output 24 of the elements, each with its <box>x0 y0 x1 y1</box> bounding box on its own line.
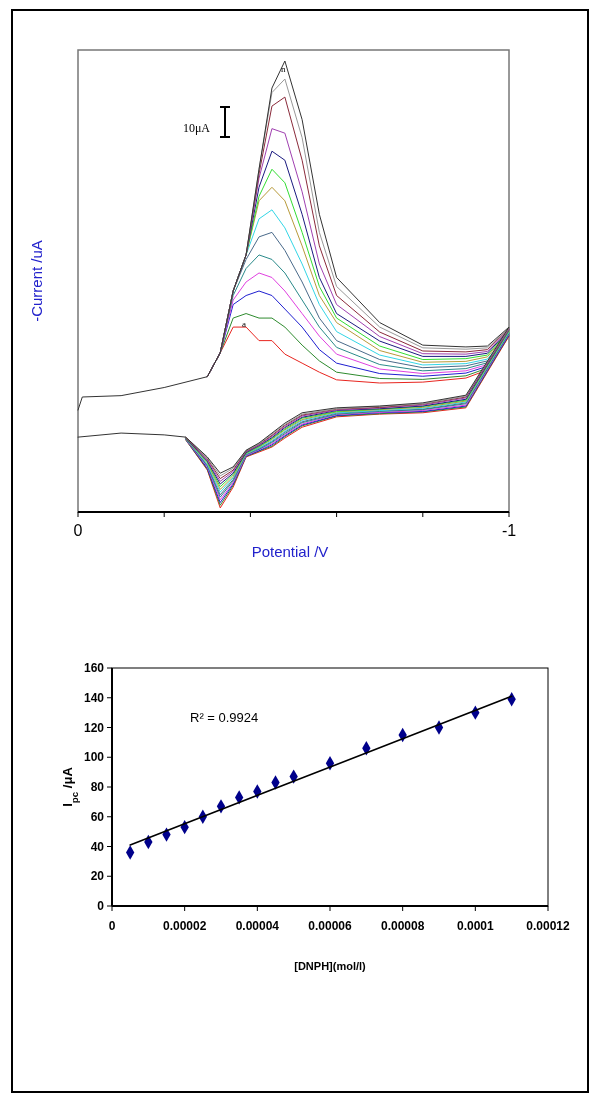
annotation: n <box>280 64 286 75</box>
annotation: a <box>241 319 246 330</box>
y-tick-label: 40 <box>90 839 105 854</box>
y-tick-label: 80 <box>90 780 105 794</box>
x-tick-label: 0.00002 <box>162 919 207 933</box>
y-tick-label: 100 <box>83 750 105 765</box>
annotation: R² = 0.9924 <box>190 710 259 725</box>
x-tick-label: 0.00004 <box>235 919 280 933</box>
y-tick-label: 120 <box>83 720 105 735</box>
x-tick-label: 0.00012 <box>526 919 571 933</box>
x-axis-title: [DNPH](mol/l) <box>294 960 367 972</box>
y-axis-title: -Current /uA <box>28 240 45 322</box>
x-tick-label: -1 <box>501 522 517 539</box>
y-tick-label: 60 <box>90 809 105 824</box>
y-tick-label: 20 <box>90 869 105 884</box>
y-tick-label: 140 <box>83 690 105 705</box>
x-tick-label: 0.00006 <box>308 919 353 933</box>
x-tick-label: 0.00008 <box>380 919 425 933</box>
y-tick-label: 0 <box>97 899 105 913</box>
y-tick-label: 160 <box>83 661 105 675</box>
annotation: 10μA <box>182 121 211 135</box>
x-tick-label: 0.0001 <box>456 919 495 933</box>
x-axis-title: Potential /V <box>251 543 329 560</box>
x-tick-label: 0 <box>108 919 116 933</box>
